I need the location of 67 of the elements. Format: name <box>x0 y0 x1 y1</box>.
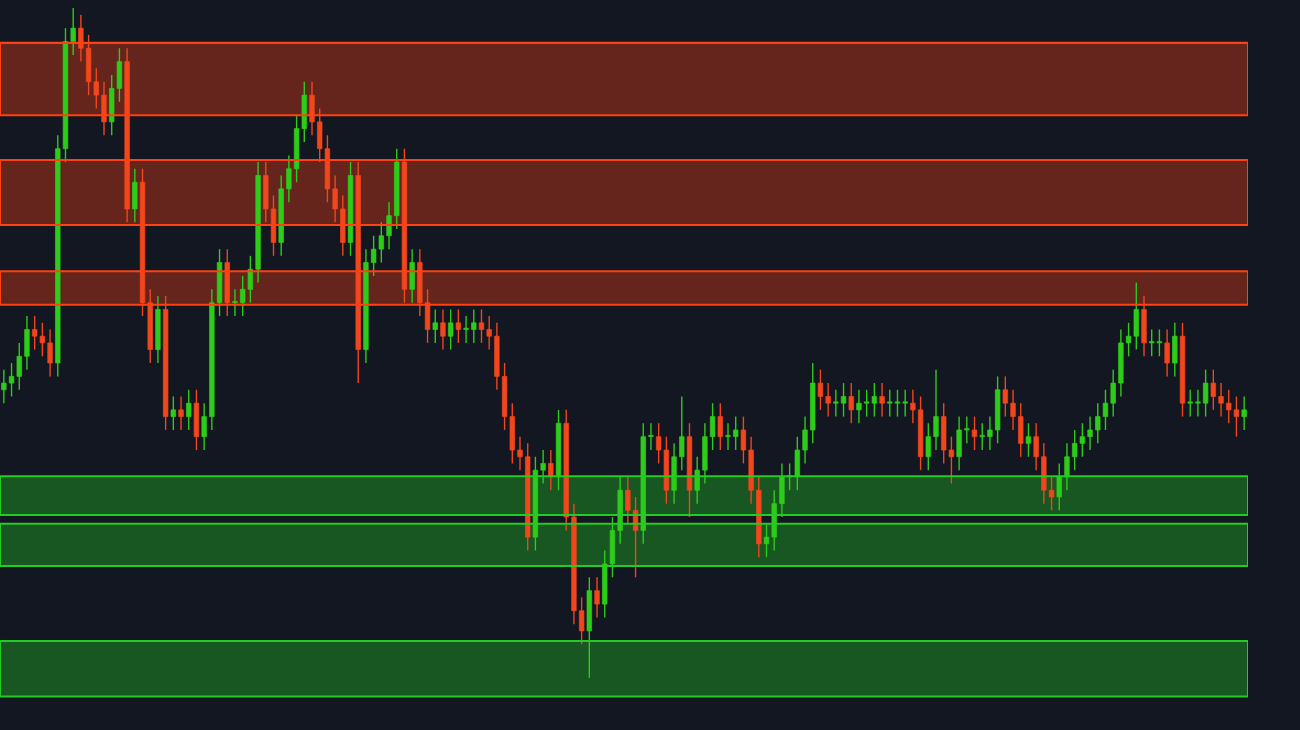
candlestick <box>463 315 469 344</box>
candlestick <box>448 308 454 351</box>
candlestick <box>578 596 585 645</box>
candlestick <box>386 201 392 250</box>
candlestick <box>432 308 438 344</box>
candlestick <box>902 389 908 418</box>
candlestick <box>178 395 184 431</box>
candlestick <box>286 154 292 203</box>
candlestick <box>232 288 238 317</box>
candlestick <box>486 315 492 351</box>
candlestick <box>740 415 747 465</box>
candlestick <box>879 382 885 418</box>
candlestick <box>733 415 739 451</box>
candlestick <box>1218 382 1224 418</box>
candlestick <box>1187 389 1193 418</box>
candlestick <box>186 389 192 431</box>
candlestick <box>332 174 338 224</box>
candlestick <box>78 14 84 63</box>
candlestick <box>47 328 53 378</box>
candlestick <box>933 368 939 451</box>
candlestick <box>910 389 916 424</box>
candlestick <box>471 308 477 344</box>
candlestick <box>725 422 731 451</box>
candlestick <box>887 389 893 418</box>
candlestick <box>1195 389 1201 418</box>
candlestick <box>1102 389 1109 431</box>
candlestick <box>594 576 600 619</box>
candlestick <box>548 449 554 491</box>
candlestick <box>517 435 523 471</box>
candlestick <box>1095 402 1101 445</box>
candlestick <box>625 476 631 525</box>
candlestick <box>971 415 978 451</box>
candlestick <box>1010 389 1016 431</box>
candlestick <box>455 308 462 344</box>
candlestick <box>1033 422 1039 471</box>
candlestick <box>856 389 862 424</box>
candlestick <box>170 395 176 431</box>
candlestick <box>840 382 847 418</box>
candlestick <box>802 415 808 465</box>
candlestick <box>717 402 723 451</box>
candlestick <box>70 7 76 56</box>
candlestick <box>1048 476 1055 512</box>
candlestick <box>894 389 901 418</box>
candlestick <box>848 382 854 424</box>
candlestick <box>1087 415 1093 451</box>
candlestick <box>1110 368 1116 418</box>
candlestick <box>979 422 985 451</box>
candlestick <box>201 402 207 451</box>
candlestick <box>1241 395 1247 431</box>
candlestick <box>679 395 685 471</box>
candlestick <box>1 368 7 404</box>
candlestick <box>817 368 824 411</box>
candlestick <box>825 382 831 418</box>
candlestick <box>987 415 993 451</box>
candlestick <box>632 496 639 578</box>
candlestick <box>1025 422 1032 458</box>
candlestick <box>648 422 654 451</box>
candlestick <box>1164 328 1170 378</box>
candlestick <box>709 402 716 451</box>
candlestick <box>1210 368 1216 411</box>
candlestick <box>833 389 839 418</box>
candlestick <box>478 308 485 344</box>
candlestick <box>925 422 931 471</box>
candlestick <box>1202 368 1209 418</box>
candlestick <box>1002 375 1008 418</box>
candlestick <box>440 308 446 351</box>
candlestick <box>964 415 970 445</box>
